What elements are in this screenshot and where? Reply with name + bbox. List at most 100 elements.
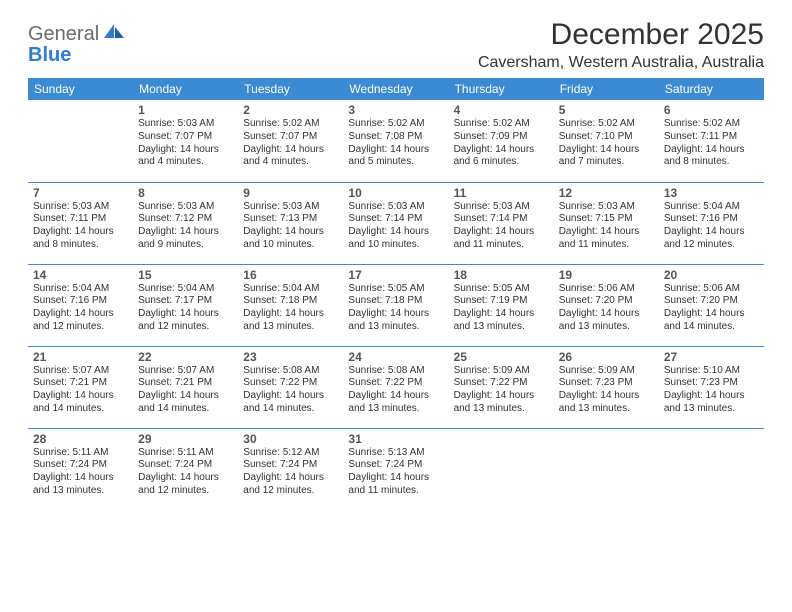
day-info: Sunrise: 5:09 AMSunset: 7:23 PMDaylight:… xyxy=(559,365,654,416)
calendar-cell: 23Sunrise: 5:08 AMSunset: 7:22 PMDayligh… xyxy=(238,346,343,428)
calendar-cell: 18Sunrise: 5:05 AMSunset: 7:19 PMDayligh… xyxy=(449,264,554,346)
day-info: Sunrise: 5:11 AMSunset: 7:24 PMDaylight:… xyxy=(138,447,233,498)
calendar-cell: 25Sunrise: 5:09 AMSunset: 7:22 PMDayligh… xyxy=(449,346,554,428)
calendar-cell: 19Sunrise: 5:06 AMSunset: 7:20 PMDayligh… xyxy=(554,264,659,346)
day-number: 12 xyxy=(559,186,654,200)
calendar-cell: 7Sunrise: 5:03 AMSunset: 7:11 PMDaylight… xyxy=(28,182,133,264)
calendar-cell: 27Sunrise: 5:10 AMSunset: 7:23 PMDayligh… xyxy=(659,346,764,428)
day-number: 7 xyxy=(33,186,128,200)
calendar-cell: 5Sunrise: 5:02 AMSunset: 7:10 PMDaylight… xyxy=(554,100,659,182)
weekday-header: Thursday xyxy=(449,78,554,100)
day-number: 23 xyxy=(243,350,338,364)
day-number: 5 xyxy=(559,103,654,117)
day-info: Sunrise: 5:02 AMSunset: 7:07 PMDaylight:… xyxy=(243,118,338,169)
month-title: December 2025 xyxy=(478,18,764,52)
calendar-cell: 9Sunrise: 5:03 AMSunset: 7:13 PMDaylight… xyxy=(238,182,343,264)
location: Caversham, Western Australia, Australia xyxy=(478,54,764,72)
day-number: 4 xyxy=(454,103,549,117)
day-number: 13 xyxy=(664,186,759,200)
weekday-header: Sunday xyxy=(28,78,133,100)
day-info: Sunrise: 5:03 AMSunset: 7:12 PMDaylight:… xyxy=(138,201,233,252)
day-info: Sunrise: 5:07 AMSunset: 7:21 PMDaylight:… xyxy=(138,365,233,416)
day-number: 6 xyxy=(664,103,759,117)
day-info: Sunrise: 5:06 AMSunset: 7:20 PMDaylight:… xyxy=(559,283,654,334)
day-number: 17 xyxy=(348,268,443,282)
weekday-header: Tuesday xyxy=(238,78,343,100)
day-info: Sunrise: 5:03 AMSunset: 7:14 PMDaylight:… xyxy=(348,201,443,252)
calendar-cell: 15Sunrise: 5:04 AMSunset: 7:17 PMDayligh… xyxy=(133,264,238,346)
weekday-header: Monday xyxy=(133,78,238,100)
title-block: December 2025 Caversham, Western Austral… xyxy=(478,18,764,72)
day-number: 1 xyxy=(138,103,233,117)
calendar-table: SundayMondayTuesdayWednesdayThursdayFrid… xyxy=(28,78,764,510)
logo: General Blue xyxy=(28,18,126,66)
calendar-cell: 31Sunrise: 5:13 AMSunset: 7:24 PMDayligh… xyxy=(343,428,448,510)
day-info: Sunrise: 5:02 AMSunset: 7:08 PMDaylight:… xyxy=(348,118,443,169)
day-info: Sunrise: 5:12 AMSunset: 7:24 PMDaylight:… xyxy=(243,447,338,498)
calendar-cell: 22Sunrise: 5:07 AMSunset: 7:21 PMDayligh… xyxy=(133,346,238,428)
day-number: 16 xyxy=(243,268,338,282)
calendar-row: 1Sunrise: 5:03 AMSunset: 7:07 PMDaylight… xyxy=(28,100,764,182)
calendar-row: 21Sunrise: 5:07 AMSunset: 7:21 PMDayligh… xyxy=(28,346,764,428)
calendar-cell: 13Sunrise: 5:04 AMSunset: 7:16 PMDayligh… xyxy=(659,182,764,264)
day-info: Sunrise: 5:11 AMSunset: 7:24 PMDaylight:… xyxy=(33,447,128,498)
calendar-cell: 12Sunrise: 5:03 AMSunset: 7:15 PMDayligh… xyxy=(554,182,659,264)
day-number: 29 xyxy=(138,432,233,446)
day-number: 15 xyxy=(138,268,233,282)
day-number: 26 xyxy=(559,350,654,364)
day-number: 20 xyxy=(664,268,759,282)
weekday-header-row: SundayMondayTuesdayWednesdayThursdayFrid… xyxy=(28,78,764,100)
day-info: Sunrise: 5:08 AMSunset: 7:22 PMDaylight:… xyxy=(348,365,443,416)
day-info: Sunrise: 5:13 AMSunset: 7:24 PMDaylight:… xyxy=(348,447,443,498)
day-info: Sunrise: 5:02 AMSunset: 7:09 PMDaylight:… xyxy=(454,118,549,169)
day-number: 2 xyxy=(243,103,338,117)
calendar-cell: 30Sunrise: 5:12 AMSunset: 7:24 PMDayligh… xyxy=(238,428,343,510)
logo-part2: Blue xyxy=(28,44,71,66)
day-info: Sunrise: 5:02 AMSunset: 7:10 PMDaylight:… xyxy=(559,118,654,169)
weekday-header: Saturday xyxy=(659,78,764,100)
day-number: 14 xyxy=(33,268,128,282)
day-info: Sunrise: 5:03 AMSunset: 7:14 PMDaylight:… xyxy=(454,201,549,252)
calendar-cell xyxy=(659,428,764,510)
day-info: Sunrise: 5:09 AMSunset: 7:22 PMDaylight:… xyxy=(454,365,549,416)
weekday-header: Wednesday xyxy=(343,78,448,100)
day-number: 11 xyxy=(454,186,549,200)
day-info: Sunrise: 5:03 AMSunset: 7:13 PMDaylight:… xyxy=(243,201,338,252)
day-info: Sunrise: 5:04 AMSunset: 7:17 PMDaylight:… xyxy=(138,283,233,334)
day-info: Sunrise: 5:03 AMSunset: 7:11 PMDaylight:… xyxy=(33,201,128,252)
day-info: Sunrise: 5:02 AMSunset: 7:11 PMDaylight:… xyxy=(664,118,759,169)
header: General Blue December 2025 Caversham, We… xyxy=(28,18,764,72)
day-number: 19 xyxy=(559,268,654,282)
calendar-cell: 8Sunrise: 5:03 AMSunset: 7:12 PMDaylight… xyxy=(133,182,238,264)
day-number: 28 xyxy=(33,432,128,446)
logo-text: General Blue xyxy=(28,24,126,66)
day-number: 10 xyxy=(348,186,443,200)
calendar-cell: 6Sunrise: 5:02 AMSunset: 7:11 PMDaylight… xyxy=(659,100,764,182)
calendar-cell: 17Sunrise: 5:05 AMSunset: 7:18 PMDayligh… xyxy=(343,264,448,346)
calendar-cell: 20Sunrise: 5:06 AMSunset: 7:20 PMDayligh… xyxy=(659,264,764,346)
calendar-row: 14Sunrise: 5:04 AMSunset: 7:16 PMDayligh… xyxy=(28,264,764,346)
calendar-row: 28Sunrise: 5:11 AMSunset: 7:24 PMDayligh… xyxy=(28,428,764,510)
calendar-cell: 26Sunrise: 5:09 AMSunset: 7:23 PMDayligh… xyxy=(554,346,659,428)
calendar-cell: 10Sunrise: 5:03 AMSunset: 7:14 PMDayligh… xyxy=(343,182,448,264)
calendar-cell xyxy=(28,100,133,182)
day-info: Sunrise: 5:03 AMSunset: 7:07 PMDaylight:… xyxy=(138,118,233,169)
calendar-page: General Blue December 2025 Caversham, We… xyxy=(0,0,792,528)
day-info: Sunrise: 5:05 AMSunset: 7:18 PMDaylight:… xyxy=(348,283,443,334)
logo-part1: General xyxy=(28,23,99,45)
day-number: 30 xyxy=(243,432,338,446)
day-number: 8 xyxy=(138,186,233,200)
calendar-cell: 14Sunrise: 5:04 AMSunset: 7:16 PMDayligh… xyxy=(28,264,133,346)
calendar-cell xyxy=(554,428,659,510)
day-info: Sunrise: 5:06 AMSunset: 7:20 PMDaylight:… xyxy=(664,283,759,334)
calendar-cell: 24Sunrise: 5:08 AMSunset: 7:22 PMDayligh… xyxy=(343,346,448,428)
calendar-cell: 2Sunrise: 5:02 AMSunset: 7:07 PMDaylight… xyxy=(238,100,343,182)
day-number: 21 xyxy=(33,350,128,364)
day-info: Sunrise: 5:07 AMSunset: 7:21 PMDaylight:… xyxy=(33,365,128,416)
day-info: Sunrise: 5:10 AMSunset: 7:23 PMDaylight:… xyxy=(664,365,759,416)
day-number: 24 xyxy=(348,350,443,364)
calendar-cell: 16Sunrise: 5:04 AMSunset: 7:18 PMDayligh… xyxy=(238,264,343,346)
calendar-row: 7Sunrise: 5:03 AMSunset: 7:11 PMDaylight… xyxy=(28,182,764,264)
day-number: 22 xyxy=(138,350,233,364)
day-info: Sunrise: 5:04 AMSunset: 7:18 PMDaylight:… xyxy=(243,283,338,334)
